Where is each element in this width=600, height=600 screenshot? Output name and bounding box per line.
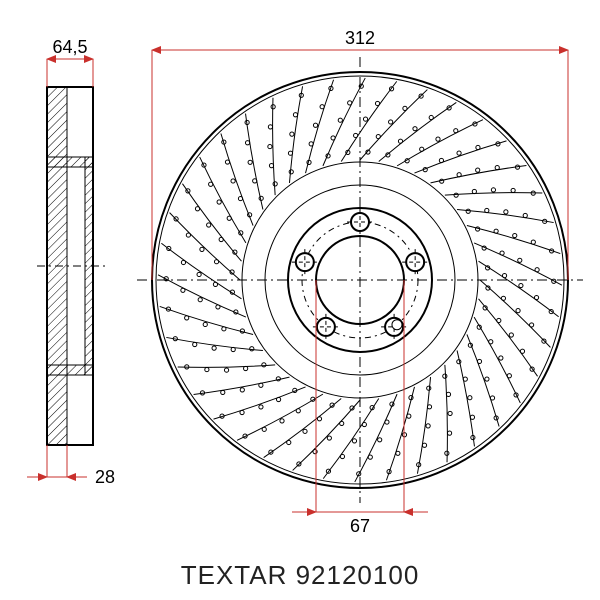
brand-label: TEXTAR — [181, 560, 288, 590]
part-number-label: 92120100 — [296, 560, 420, 590]
technical-drawing: 64,5 28 312 67 — [0, 0, 600, 600]
section-view: 64,5 28 — [27, 37, 115, 487]
svg-text:64,5: 64,5 — [52, 37, 87, 57]
svg-text:67: 67 — [350, 516, 370, 536]
svg-text:312: 312 — [345, 28, 375, 48]
svg-text:28: 28 — [95, 467, 115, 487]
part-caption: TEXTAR 92120100 — [0, 560, 600, 591]
